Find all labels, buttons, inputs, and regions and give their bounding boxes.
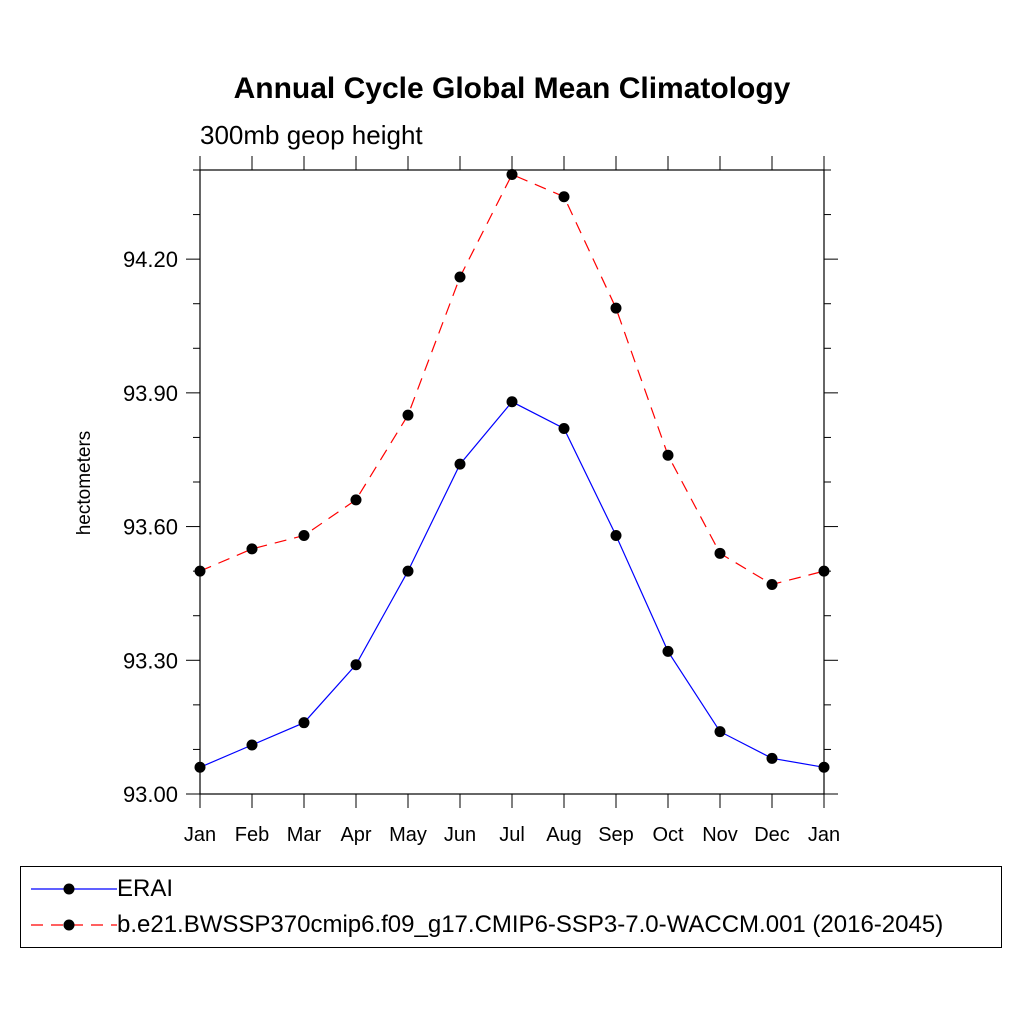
chart: Annual Cycle Global Mean Climatology 300…	[74, 72, 840, 846]
data-point-erai	[714, 726, 726, 738]
legend-entry-erai: ERAI	[21, 871, 1001, 907]
data-point-erai	[350, 659, 362, 671]
data-point-waccm	[506, 168, 518, 180]
axis-ticks	[186, 156, 838, 808]
data-point-waccm	[454, 271, 466, 283]
data-point-erai	[298, 717, 310, 729]
x-tick-label: Sep	[598, 824, 634, 846]
x-tick-labels: Jan Feb Mar Apr May Jun Jul Aug Sep Oct Nov Dec Jan	[184, 824, 840, 846]
chart-title: Annual Cycle Global Mean Climatology	[234, 72, 791, 105]
data-point-waccm	[402, 409, 414, 421]
data-point-waccm	[610, 302, 622, 314]
x-tick-label: Aug	[546, 824, 582, 846]
legend-label-waccm: b.e21.BWSSP370cmip6.f09_g17.CMIP6-SSP3-7…	[117, 911, 944, 938]
data-point-erai	[558, 423, 570, 435]
y-tick-label: 94.20	[123, 247, 178, 272]
legend-swatch-erai	[31, 883, 117, 895]
x-tick-label: Dec	[754, 824, 790, 846]
series-line-waccm	[199, 173, 825, 586]
legend-swatch-waccm	[31, 919, 117, 931]
data-point-waccm	[298, 529, 310, 541]
data-point-erai	[402, 565, 414, 577]
data-point-erai	[818, 761, 830, 773]
data-point-waccm	[558, 191, 570, 203]
data-point-erai	[610, 529, 622, 541]
data-point-waccm	[714, 547, 726, 559]
data-point-waccm	[662, 449, 674, 461]
x-tick-label: Jan	[184, 824, 216, 846]
legend-entry-waccm: b.e21.BWSSP370cmip6.f09_g17.CMIP6-SSP3-7…	[21, 907, 1001, 943]
x-tick-label: Oct	[652, 824, 684, 846]
data-point-erai	[194, 761, 206, 773]
data-point-erai	[454, 458, 466, 470]
data-point-waccm	[818, 565, 830, 577]
x-tick-label: Apr	[340, 824, 371, 846]
data-point-erai	[246, 739, 258, 751]
data-point-waccm	[246, 543, 258, 555]
y-tick-labels: 93.00 93.30 93.60 93.90 94.20	[123, 247, 178, 807]
x-tick-label: Jan	[808, 824, 840, 846]
legend: ERAI b.e21.BWSSP370cmip6.f09_g17.CMIP6-S…	[20, 866, 1002, 948]
data-point-erai	[662, 645, 674, 657]
data-point-erai	[506, 396, 518, 408]
x-tick-label: Jul	[499, 824, 525, 846]
y-tick-label: 93.90	[123, 381, 178, 406]
data-point-waccm	[766, 579, 778, 591]
y-axis-label: hectometers	[74, 431, 95, 536]
data-point-waccm	[350, 494, 362, 506]
y-tick-label: 93.60	[123, 515, 178, 540]
y-tick-label: 93.00	[123, 782, 178, 807]
legend-label-erai: ERAI	[117, 875, 174, 902]
x-tick-label: Nov	[702, 824, 738, 846]
plot-frame	[199, 169, 825, 795]
series-line-erai	[199, 401, 825, 768]
x-tick-label: Feb	[235, 824, 269, 846]
data-point-erai	[766, 752, 778, 764]
y-tick-label: 93.30	[123, 648, 178, 673]
x-tick-label: May	[389, 824, 427, 846]
chart-subtitle: 300mb geop height	[200, 120, 423, 150]
series-layer	[194, 168, 830, 773]
x-tick-label: Mar	[287, 824, 322, 846]
x-tick-label: Jun	[444, 824, 476, 846]
data-point-waccm	[194, 565, 206, 577]
